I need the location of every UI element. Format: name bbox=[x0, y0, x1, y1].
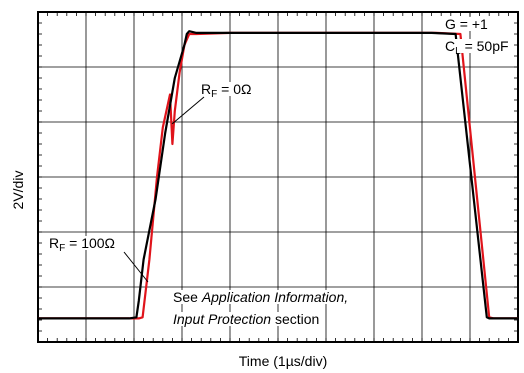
grid bbox=[38, 12, 518, 342]
traces bbox=[38, 30, 518, 320]
rf-100-label: RF = 100Ω bbox=[48, 235, 117, 254]
gain-label: G = +1 bbox=[444, 16, 489, 32]
trace-rf-100 bbox=[38, 30, 518, 320]
protection-note-line-2: Input Protection section bbox=[172, 311, 321, 327]
load-capacitance-label: CL = 50pF bbox=[444, 38, 510, 57]
minor-ticks bbox=[37, 12, 518, 343]
protection-note-line-1: See Application Information, bbox=[172, 289, 350, 305]
rf-zero-pointer bbox=[171, 96, 205, 125]
rf-zero-label: RF = 0Ω bbox=[200, 81, 253, 100]
x-axis-label: Time (1µs/div) bbox=[238, 353, 328, 369]
rf-100-pointer bbox=[123, 251, 149, 283]
y-axis-label: 2V/div bbox=[10, 170, 26, 210]
annotation-pointers bbox=[123, 96, 205, 283]
